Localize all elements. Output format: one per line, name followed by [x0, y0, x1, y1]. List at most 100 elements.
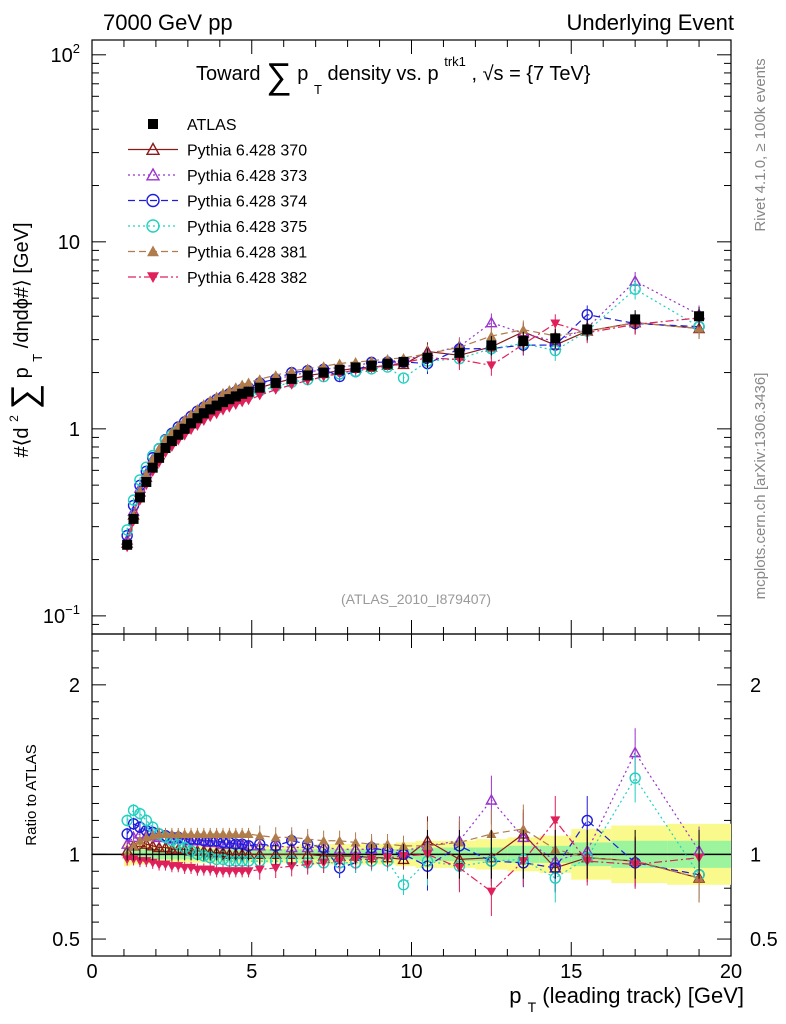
ratio-point-pythia-6-428-382 — [286, 862, 297, 872]
legend-label-pythia-6-428-381: Pythia 6.428 381 — [187, 245, 307, 262]
plot-title: Toward ∑ p T density vs. p trk1 , √s = {… — [196, 49, 591, 99]
rivet-label: Rivet 4.1.0, ≥ 100k events — [752, 58, 769, 231]
ratio-tick-label: 2 — [750, 675, 761, 697]
point-atlas — [173, 429, 184, 440]
legend-label-pythia-6-428-370: Pythia 6.428 370 — [187, 143, 307, 160]
series-line-pythia-6-428-374 — [126, 314, 700, 536]
y-tick-label: 10−1 — [43, 602, 80, 628]
legend-marker-pythia-6-428-374 — [146, 193, 160, 208]
x-axis-label: p T (leading track) [GeV] — [509, 983, 744, 1017]
point-atlas — [186, 418, 197, 429]
point-atlas — [398, 356, 409, 367]
ratio-point-pythia-6-428-381 — [286, 832, 297, 842]
x-tick-label: 5 — [246, 961, 257, 983]
ratio-tick-label: 1 — [69, 844, 80, 866]
ratio-point-pythia-6-428-382 — [550, 816, 561, 826]
ratio-point-pythia-6-428-381 — [173, 828, 184, 838]
point-pythia-6-428-382 — [270, 385, 281, 395]
legend-label-pythia-6-428-374: Pythia 6.428 374 — [187, 194, 307, 211]
point-pythia-6-428-375 — [629, 283, 641, 295]
point-pythia-6-428-381 — [518, 324, 529, 334]
point-pythia-6-428-381 — [286, 366, 297, 376]
point-atlas — [270, 377, 281, 388]
point-pythia-6-428-375 — [397, 372, 410, 384]
ratio-point-pythia-6-428-381 — [318, 835, 329, 845]
svg-text:Toward ∑ p T: Toward ∑ p T density vs. p trk1 , √s = {… — [196, 49, 591, 99]
point-atlas — [254, 382, 265, 393]
point-atlas — [154, 452, 165, 463]
ratio-point-pythia-6-428-381 — [230, 828, 241, 838]
ratio-point-pythia-6-428-381 — [224, 828, 235, 838]
ratio-point-pythia-6-428-382 — [254, 865, 265, 875]
ratio-point-pythia-6-428-373 — [485, 793, 498, 805]
point-atlas — [630, 314, 641, 325]
legend-marker-pythia-6-428-375 — [146, 219, 160, 233]
ratio-point-pythia-6-428-381 — [128, 840, 139, 850]
x-tick-label: 10 — [400, 961, 422, 983]
ratio-point-pythia-6-428-381 — [237, 828, 248, 838]
point-atlas — [230, 391, 241, 402]
ratio-point-pythia-6-428-374 — [134, 821, 146, 833]
axes-layer: 0 5 10 15 20 102 10 1 10−1 0.5 0.5 1 1 2 2 — [43, 40, 778, 983]
ratio-point-pythia-6-428-381 — [198, 828, 209, 838]
header-left: 7000 GeV pp — [103, 10, 233, 35]
point-atlas — [318, 367, 329, 378]
point-atlas — [160, 442, 171, 453]
point-atlas — [243, 386, 254, 397]
legend-marker-atlas — [148, 119, 158, 129]
ratio-point-pythia-6-428-381 — [166, 828, 177, 838]
ratio-point-pythia-6-428-375 — [629, 772, 641, 784]
ratio-point-pythia-6-428-373 — [120, 837, 134, 849]
point-atlas — [422, 352, 433, 363]
ratio-point-pythia-6-428-381 — [134, 835, 145, 845]
ratio-point-pythia-6-428-381 — [179, 828, 190, 838]
point-atlas — [694, 311, 705, 322]
ratio-point-pythia-6-428-375 — [397, 879, 410, 891]
legend-label-pythia-6-428-382: Pythia 6.428 382 — [187, 270, 307, 287]
ratio-point-pythia-6-428-381 — [205, 828, 216, 838]
point-atlas — [582, 324, 593, 335]
ratio-point-pythia-6-428-374 — [121, 828, 133, 840]
ratio-point-pythia-6-428-381 — [217, 828, 228, 838]
mcplots-label: mcplots.cern.ch [arXiv:1306.3436] — [752, 373, 769, 600]
point-atlas — [192, 413, 203, 424]
ratio-series-layer — [120, 728, 706, 917]
series-line-pythia-6-428-382 — [126, 317, 700, 548]
point-atlas — [205, 404, 216, 415]
y-tick-label: 102 — [51, 41, 80, 67]
point-atlas — [198, 408, 209, 419]
legend-marker-pythia-6-428-381 — [147, 245, 159, 257]
ratio-point-pythia-6-428-381 — [334, 835, 345, 845]
ratio-point-pythia-6-428-382 — [211, 867, 222, 877]
ratio-tick-label: 0.5 — [52, 929, 80, 951]
ratio-point-pythia-6-428-375 — [140, 814, 153, 827]
point-atlas — [486, 340, 497, 351]
point-atlas — [454, 347, 465, 358]
ratio-point-pythia-6-428-381 — [154, 828, 165, 838]
point-atlas — [302, 370, 313, 381]
y-tick-label: 10 — [58, 232, 80, 254]
ratio-tick-label: 0.5 — [750, 929, 778, 951]
ratio-point-pythia-6-428-382 — [224, 867, 235, 877]
point-atlas — [122, 539, 133, 550]
point-atlas — [224, 394, 235, 405]
legend-label-pythia-6-428-373: Pythia 6.428 373 — [187, 168, 307, 185]
point-atlas — [334, 364, 345, 375]
ratio-point-pythia-6-428-375 — [121, 814, 133, 827]
legend-marker-pythia-6-428-382 — [147, 272, 159, 283]
ratio-point-pythia-6-428-375 — [134, 807, 146, 820]
ratio-point-pythia-6-428-382 — [217, 867, 228, 877]
ratio-point-pythia-6-428-382 — [302, 860, 313, 870]
x-tick-label: 15 — [560, 961, 582, 983]
point-atlas — [382, 358, 393, 369]
y-axis-label: #⟨d 2 ∑ p T /dηdϕ#⟩ [GeV] — [3, 222, 45, 457]
point-atlas — [141, 476, 152, 487]
ratio-point-pythia-6-428-382 — [179, 863, 190, 873]
ratio-point-pythia-6-428-382 — [154, 860, 165, 870]
point-pythia-6-428-381 — [243, 377, 254, 387]
point-atlas — [286, 373, 297, 384]
point-pythia-6-428-381 — [486, 331, 497, 341]
point-pythia-6-428-373 — [485, 316, 498, 328]
ratio-point-pythia-6-428-382 — [230, 867, 241, 877]
